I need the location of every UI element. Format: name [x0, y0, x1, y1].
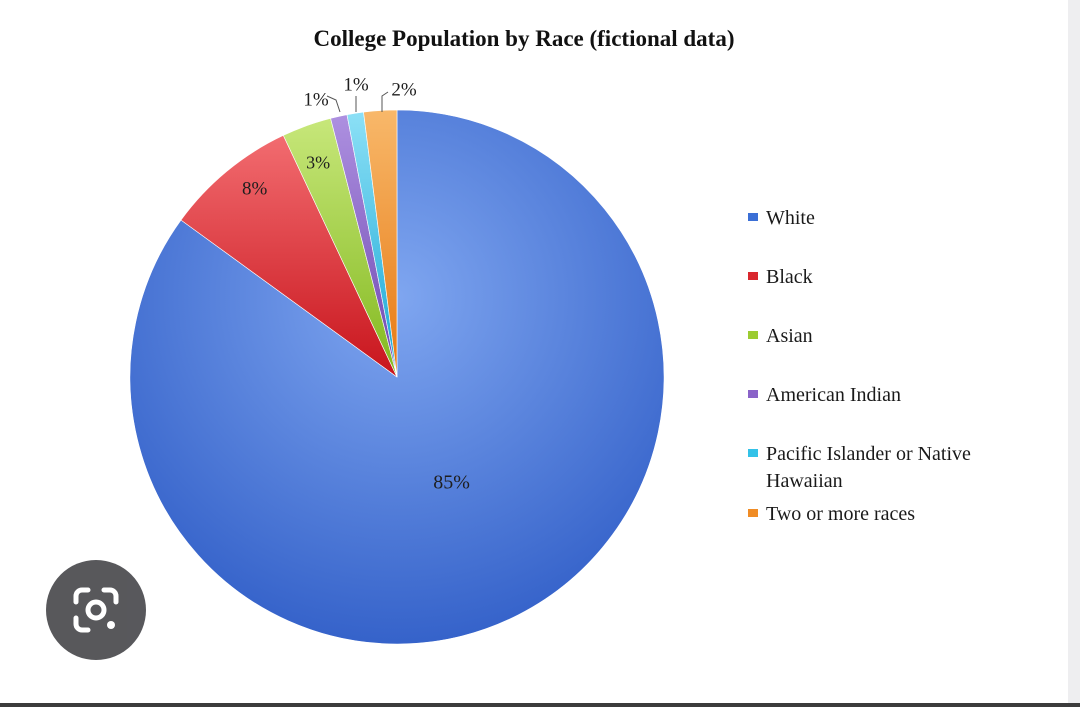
legend-swatch-black: [748, 272, 758, 280]
legend-label-two-or-more-races: Two or more races: [766, 503, 916, 525]
slice-label-two-or-more-races: 2%: [391, 79, 417, 100]
legend-label-pacific-islander-or-native-hawaiian: Pacific Islander or Native Hawaiian: [766, 443, 971, 492]
legend-swatch-two-or-more-races: [748, 509, 758, 517]
slice-label-white: 85%: [433, 472, 470, 494]
slice-label-pacific-islander-or-native-hawaiian: 1%: [343, 74, 369, 95]
slice-label-asian: 3%: [306, 152, 330, 172]
lens-search-button[interactable]: [46, 560, 146, 660]
legend-label-american-indian: American Indian: [766, 384, 901, 406]
legend-swatch-white: [748, 213, 758, 221]
legend-swatch-asian: [748, 331, 758, 339]
legend-label-asian: Asian: [766, 325, 813, 347]
camera-search-icon: [73, 587, 119, 633]
page-gutter: [1068, 0, 1080, 707]
slice-label-american-indian: 1%: [303, 89, 329, 110]
bottom-border: [0, 703, 1080, 707]
chart-title: College Population by Race (fictional da…: [313, 26, 735, 51]
leader-line-two-or-more-races: [381, 91, 389, 112]
legend-label-black: Black: [766, 266, 813, 288]
legend-swatch-american-indian: [748, 390, 758, 398]
leader-line-american-indian: [326, 95, 341, 113]
legend-label-white: White: [766, 207, 815, 229]
pie-slice-black: [180, 135, 398, 378]
pie-slice-two-or-more-races: [363, 109, 398, 378]
legend-swatch-pacific-islander-or-native-hawaiian: [748, 449, 758, 457]
slice-label-black: 8%: [242, 178, 268, 199]
